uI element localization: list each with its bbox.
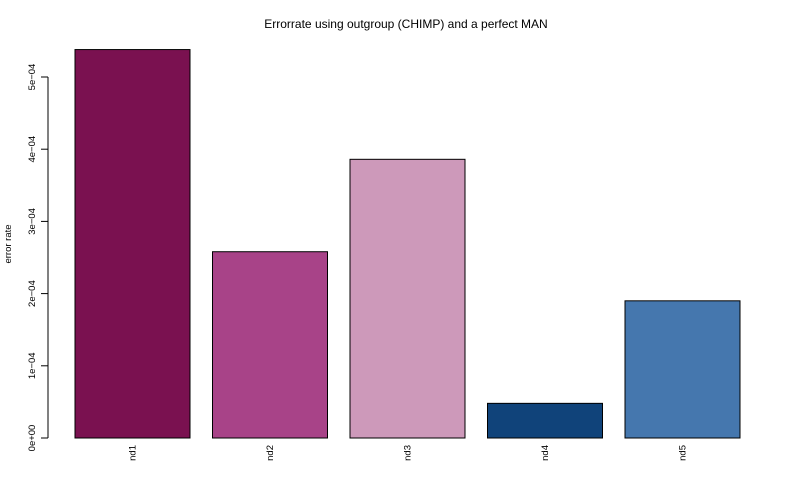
x-tick-label-nd3: nd3: [403, 445, 414, 461]
bar-nd5: [624, 300, 741, 439]
y-axis: 0e+00 1e−04 2e−04 3e−04 4e−04 5e−04: [27, 64, 49, 452]
bar-nd1: [74, 49, 191, 439]
bar-nd3: [349, 158, 466, 439]
x-tick-label-nd4: nd4: [540, 445, 551, 461]
y-tick-label-2: 2e−04: [27, 280, 38, 307]
x-tick-label-nd5: nd5: [678, 445, 689, 461]
x-tick-label-nd1: nd1: [128, 445, 139, 461]
y-tick-label-4: 4e−04: [27, 136, 38, 163]
bars-group: [74, 49, 741, 439]
x-tick-label-nd2: nd2: [265, 445, 276, 461]
bar-nd2: [212, 251, 328, 439]
y-tick-label-3: 3e−04: [27, 208, 38, 235]
y-tick-label-0: 0e+00: [27, 425, 38, 452]
bar-nd4: [487, 402, 603, 439]
chart-title: Errorrate using outgroup (CHIMP) and a p…: [264, 17, 547, 31]
x-axis-labels: nd1 nd2 nd3 nd4 nd5: [128, 445, 689, 461]
y-tick-label-1: 1e−04: [27, 352, 38, 379]
y-tick-label-5: 5e−04: [27, 64, 38, 91]
y-axis-title: error rate: [3, 224, 14, 263]
